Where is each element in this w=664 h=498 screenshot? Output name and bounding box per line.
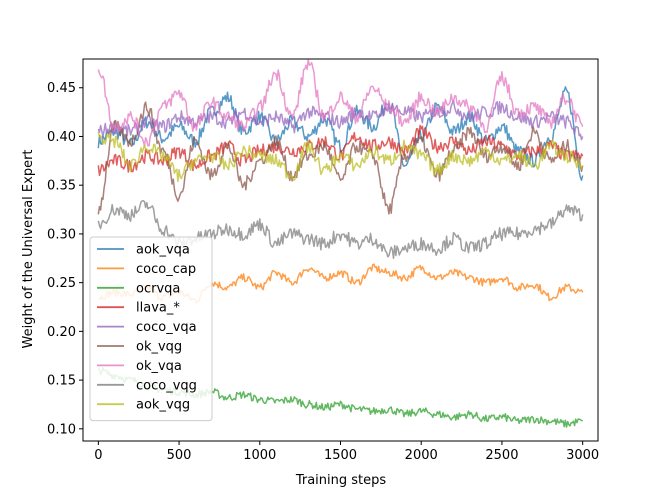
- series-line-ok-vqg: [97, 101, 584, 215]
- series-line-aok-vqg: [97, 131, 584, 183]
- x-tick-label: 3000: [566, 448, 599, 463]
- legend-entry-label: aok_vqa: [136, 243, 190, 258]
- y-axis-label: Weight of the Universal Expert: [21, 149, 36, 348]
- x-axis-label: Training steps: [295, 473, 387, 488]
- x-tick-label: 1000: [243, 448, 276, 463]
- x-tick-label: 500: [167, 448, 192, 463]
- y-tick-label: 0.40: [47, 130, 76, 145]
- legend-entry-label: llava_*: [136, 301, 180, 316]
- legend-entry-label: coco_cap: [136, 262, 196, 277]
- legend-entry-label: coco_vqa: [136, 320, 197, 335]
- legend-entry-label: aok_vqg: [136, 398, 190, 413]
- y-tick-label: 0.35: [47, 179, 76, 194]
- y-tick-label: 0.25: [47, 276, 76, 291]
- legend-box: [89, 236, 213, 422]
- legend-entry-label: ok_vqg: [136, 340, 182, 355]
- y-tick-label: 0.45: [47, 81, 76, 96]
- series-line-coco-vqa: [97, 99, 584, 141]
- x-tick-label: 0: [94, 448, 102, 463]
- legend-entry-label: coco_vqg: [136, 378, 197, 393]
- y-tick-label: 0.10: [47, 422, 76, 437]
- y-tick-label: 0.20: [47, 325, 76, 340]
- y-tick-label: 0.30: [47, 227, 76, 242]
- legend-entry-label: ocrvqa: [136, 281, 180, 296]
- series-line-ok-vqa: [97, 59, 584, 147]
- series-line-llava--: [97, 124, 584, 177]
- y-tick-label: 0.15: [47, 374, 76, 389]
- x-tick-label: 2500: [485, 448, 518, 463]
- x-tick-label: 2000: [405, 448, 438, 463]
- legend-entry-label: ok_vqa: [136, 359, 182, 374]
- x-tick-label: 1500: [324, 448, 357, 463]
- x-axis: 0 500 1000 1500 2000 2500 3000: [94, 441, 599, 463]
- y-axis: 0.10 0.15 0.20 0.25 0.30 0.35 0.40 0.45: [47, 81, 83, 437]
